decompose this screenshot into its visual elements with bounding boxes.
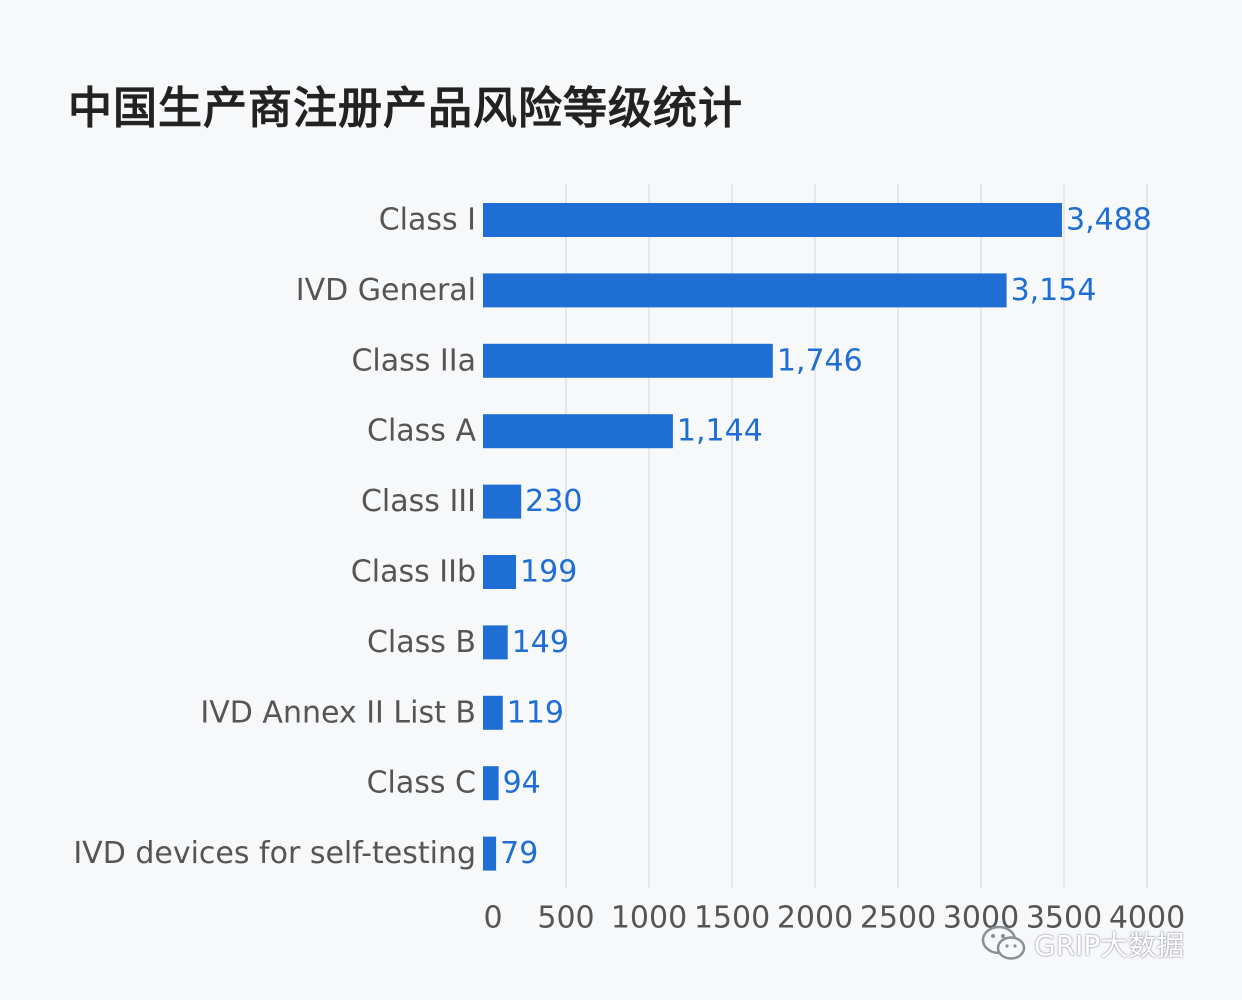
bar [483,695,503,730]
wechat-icon [980,924,1028,964]
category-label: Class III [361,484,476,519]
x-tick-label: 500 [537,901,594,936]
x-tick-label: 1000 [611,901,687,936]
value-label: 94 [503,766,541,801]
category-label: Class B [367,625,476,660]
chart-title: 中国生产商注册产品风险等级统计 [68,83,743,134]
bar [483,203,1063,237]
category-label: IVD devices for self-testing [73,836,476,871]
x-tick-label: 1500 [694,901,770,936]
bar [483,625,508,660]
value-label: 230 [525,484,582,519]
bar [483,836,497,871]
bar [483,343,773,378]
category-label: Class A [367,414,476,449]
value-label: 1,144 [677,414,763,449]
x-tick-label: 2000 [777,901,853,936]
category-label: IVD Annex II List B [200,695,476,730]
bar [483,484,522,519]
category-label: Class I [379,203,476,238]
category-label: Class C [367,766,476,801]
value-label: 79 [500,836,538,871]
category-label: IVD General [296,273,476,308]
value-label: 1,746 [777,343,863,378]
value-label: 199 [520,555,577,590]
bar [483,414,673,449]
value-label: 3,488 [1066,203,1152,238]
x-tick-label: 0 [483,901,502,936]
x-tick-label: 3500 [1026,901,1102,936]
category-label: Class IIa [351,343,476,378]
x-tick-label: 4000 [1109,901,1185,936]
bar [483,555,517,589]
watermark-text: GRIP大数据 [1034,929,1185,962]
value-label: 3,154 [1011,273,1097,308]
value-label: 149 [512,625,569,660]
x-tick-label: 2500 [860,901,936,936]
value-label: 119 [507,695,564,730]
watermark: GRIP大数据 [980,922,1184,966]
category-label: Class IIb [351,555,476,590]
bar [483,766,499,801]
bar [483,273,1007,308]
